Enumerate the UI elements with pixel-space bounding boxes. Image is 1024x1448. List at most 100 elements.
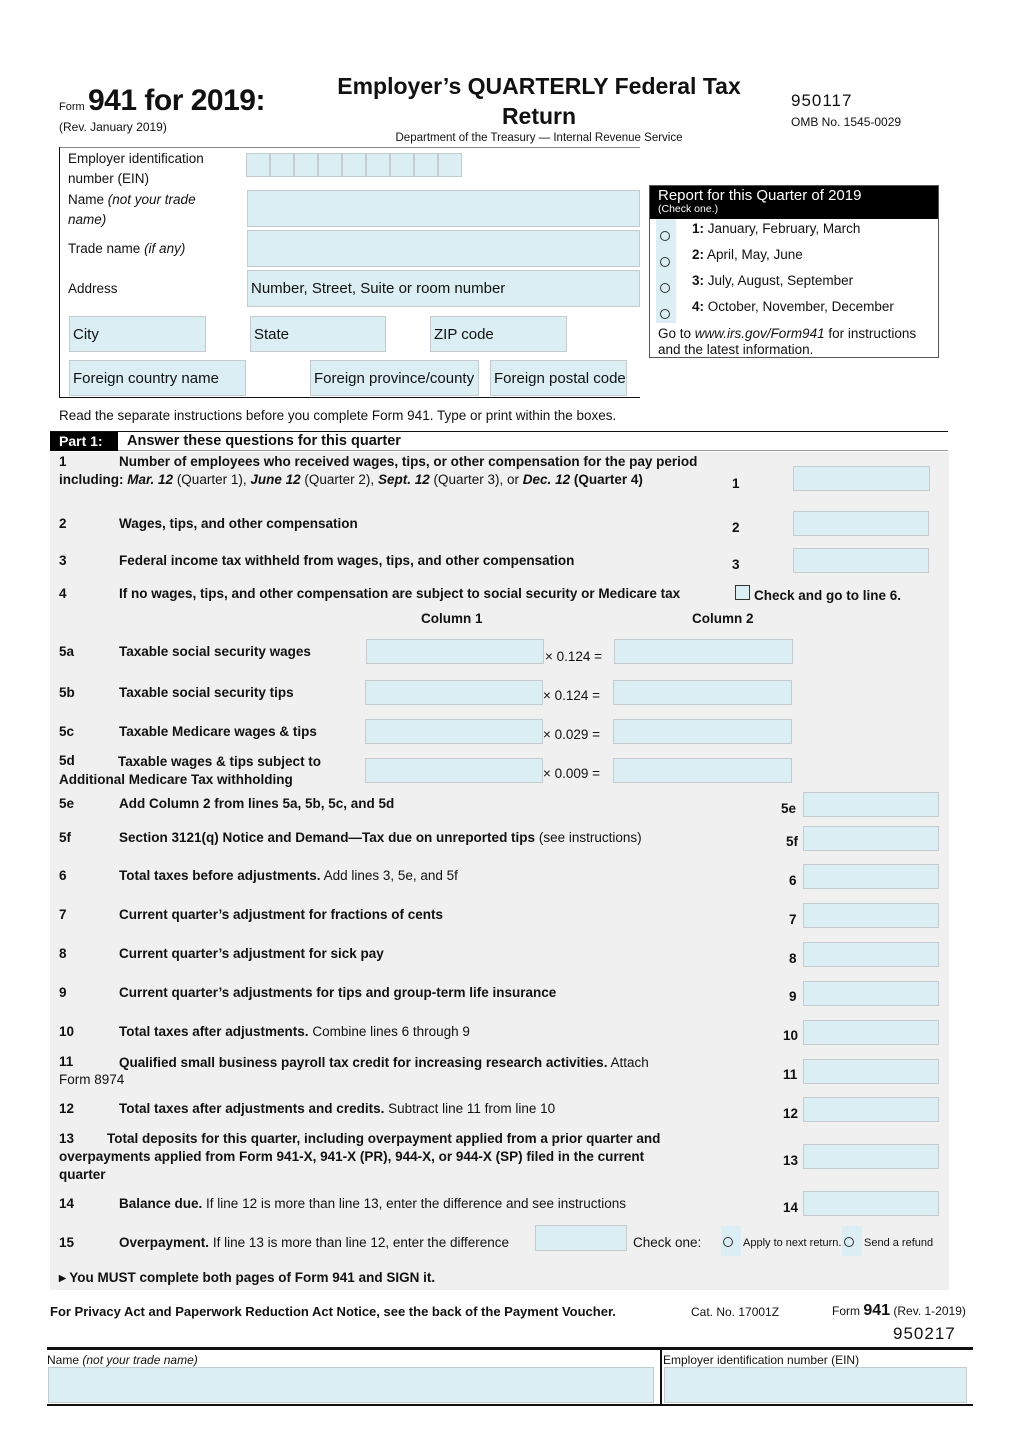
line-label: 11: [59, 1054, 74, 1069]
divider: [47, 1347, 973, 1350]
line5b-col1-input[interactable]: [365, 680, 543, 705]
line6-input[interactable]: [803, 864, 939, 889]
line7-input[interactable]: [803, 903, 939, 928]
line8-text: Current quarter’s adjustment for sick pa…: [119, 946, 384, 961]
line5a-col2-input[interactable]: [614, 639, 793, 664]
line9-text: Current quarter’s adjustments for tips a…: [119, 985, 557, 1000]
page2-name-input[interactable]: [48, 1367, 654, 1403]
divider: [660, 1349, 662, 1405]
line5d-rate: × 0.009 =: [543, 766, 601, 781]
name-input[interactable]: [247, 190, 640, 227]
line4-check-label: Check and go to line 6.: [754, 588, 902, 603]
line-label: 5a: [59, 644, 75, 659]
quarter-option-label: 1: January, February, March: [692, 221, 861, 236]
line5f-input[interactable]: [803, 826, 939, 851]
ein-digit[interactable]: [366, 153, 390, 177]
zip-input[interactable]: ZIP code: [430, 316, 567, 352]
radio-send-refund[interactable]: [844, 1237, 854, 1247]
name-label: Name (not your trade name): [68, 190, 196, 230]
quarter-title: Report for this Quarter of 2019: [658, 187, 862, 204]
radio-apply-next-return[interactable]: [723, 1237, 733, 1247]
quarter-option-label: 2: April, May, June: [692, 247, 803, 262]
foreign-country-input[interactable]: Foreign country name: [69, 360, 246, 396]
must-sign-note: ▸ You MUST complete both pages of Form 9…: [59, 1270, 436, 1285]
line5e-input[interactable]: [803, 792, 939, 817]
line8-input[interactable]: [803, 942, 939, 967]
line-number: 11: [783, 1067, 798, 1082]
line10-input[interactable]: [803, 1020, 939, 1045]
radio-quarter-3[interactable]: [660, 283, 670, 293]
omb-number: OMB No. 1545-0029: [791, 115, 902, 129]
line-number: 8: [789, 951, 797, 966]
foreign-postal-input[interactable]: Foreign postal code: [490, 360, 627, 396]
radio-quarter-2[interactable]: [660, 257, 670, 267]
line5c-col2-input[interactable]: [613, 719, 792, 744]
line5d-col2-input[interactable]: [613, 758, 792, 783]
line5b-rate: × 0.124 =: [543, 688, 601, 703]
quarter-note: Go to www.irs.gov/Form941 for instructio…: [658, 326, 917, 357]
line14-text: Balance due. If line 12 is more than lin…: [119, 1196, 627, 1211]
ein-digit[interactable]: [342, 153, 366, 177]
ein-digit[interactable]: [390, 153, 414, 177]
ein-digit[interactable]: [318, 153, 342, 177]
line14-input[interactable]: [803, 1191, 939, 1216]
line-number: 14: [783, 1200, 799, 1215]
page2-code: 950217: [893, 1324, 956, 1343]
radio-quarter-4[interactable]: [660, 309, 670, 319]
line5a-rate: × 0.124 =: [545, 649, 603, 664]
line3-input[interactable]: [793, 548, 929, 573]
line-number: 10: [783, 1028, 799, 1043]
line-label: 7: [59, 907, 67, 922]
line5b-col2-input[interactable]: [613, 680, 792, 705]
ein-digit[interactable]: [294, 153, 318, 177]
line-number: 3: [732, 557, 740, 572]
line-label: 5f: [59, 830, 72, 845]
line-label: 12: [59, 1101, 75, 1116]
ein-digit[interactable]: [438, 153, 462, 177]
line-label: 5c: [59, 724, 75, 739]
line13-input[interactable]: [803, 1144, 939, 1169]
line-label: 5d: [59, 753, 75, 768]
line9-input[interactable]: [803, 981, 939, 1006]
line5c-col1-input[interactable]: [365, 719, 543, 744]
ein-digit[interactable]: [246, 153, 270, 177]
ein-digit[interactable]: [270, 153, 294, 177]
irs-link[interactable]: www.irs.gov/Form941: [694, 326, 825, 341]
column1-header: Column 1: [421, 611, 483, 626]
line15-input[interactable]: [535, 1225, 627, 1251]
trade-name-input[interactable]: [247, 230, 640, 267]
line-number: 5e: [781, 801, 797, 816]
line2-input[interactable]: [793, 511, 929, 536]
city-input[interactable]: City: [69, 316, 206, 352]
ein-input[interactable]: [246, 153, 462, 177]
radio-quarter-1[interactable]: [660, 231, 670, 241]
foreign-province-input[interactable]: Foreign province/county: [310, 360, 479, 396]
line5a-col1-input[interactable]: [366, 639, 544, 664]
address-label: Address: [68, 281, 118, 296]
name-label-italic-2: name): [68, 212, 107, 227]
page2-ein-input[interactable]: [664, 1367, 967, 1403]
ein-digit[interactable]: [414, 153, 438, 177]
line3-text: Federal income tax withheld from wages, …: [119, 553, 575, 568]
line5d-col1-input[interactable]: [365, 758, 543, 783]
form-title: 941 for 2019:: [88, 84, 265, 117]
line12-input[interactable]: [803, 1097, 939, 1122]
line4-checkbox[interactable]: [735, 585, 750, 600]
line5b-text: Taxable social security tips: [119, 685, 294, 700]
divider: [50, 431, 948, 432]
line5c-text: Taxable Medicare wages & tips: [119, 724, 317, 739]
line15-text: Overpayment. If line 13 is more than lin…: [119, 1235, 509, 1250]
part1-background: [50, 452, 949, 1290]
state-input[interactable]: State: [250, 316, 386, 352]
line-number: 12: [783, 1106, 799, 1121]
trade-name-label: Trade name (if any): [68, 241, 185, 256]
divider: [59, 397, 640, 398]
quarter-box: Report for this Quarter of 2019 (Check o…: [649, 185, 939, 358]
line12-text: Total taxes after adjustments and credit…: [119, 1101, 556, 1116]
line1-text: 1 Number of employees who received wages,…: [59, 454, 698, 487]
line1-input[interactable]: [793, 466, 930, 491]
line11-input[interactable]: [803, 1059, 939, 1084]
address-input[interactable]: Number, Street, Suite or room number: [247, 270, 640, 307]
quarter-subtitle: (Check one.): [658, 203, 719, 215]
instructions-text: Read the separate instructions before yo…: [59, 408, 617, 423]
